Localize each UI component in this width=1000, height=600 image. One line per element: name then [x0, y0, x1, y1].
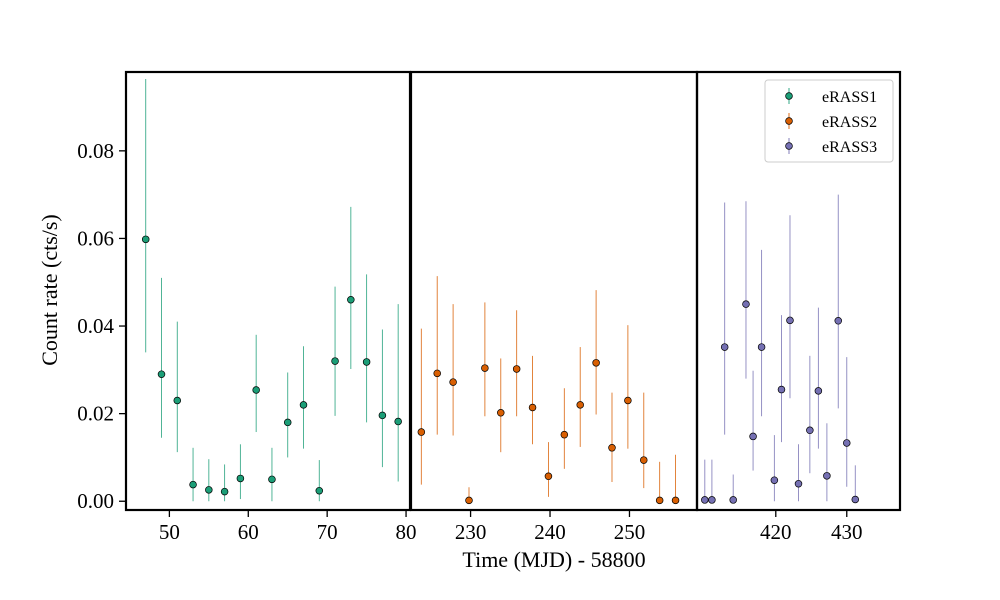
data-point [576, 401, 584, 409]
data-point [834, 317, 842, 325]
data-point [757, 343, 766, 351]
panel-3: 420 430 [695, 70, 902, 544]
data-point [481, 364, 489, 372]
legend-item-erass2: eRASS2 [785, 113, 877, 131]
data-point [624, 396, 632, 405]
data-point [528, 403, 537, 412]
data-point [299, 401, 308, 409]
legend-item-erass1: eRASS1 [785, 88, 877, 106]
y-tick-label: 0.02 [77, 402, 114, 426]
data-point [786, 316, 794, 325]
legend-label: eRASS1 [822, 89, 877, 106]
panel-2: 230 240 250 [409, 70, 699, 544]
data-point [465, 496, 473, 505]
data-point [283, 418, 292, 427]
y-axis-label: Count rate (cts/s) [37, 214, 62, 366]
legend-marker [785, 92, 793, 100]
data-point [770, 476, 779, 484]
data-point [701, 496, 709, 504]
data-point [173, 396, 182, 405]
legend-label: eRASS3 [822, 139, 877, 156]
data-point [777, 385, 786, 394]
y-axis: 0.00 0.02 0.04 0.06 0.08 [77, 139, 126, 513]
legend-item-erass3: eRASS3 [785, 138, 877, 156]
legend-marker [785, 142, 793, 150]
panel-frame [124, 70, 412, 512]
data-point [252, 386, 260, 394]
chart-panels: 50 60 70 80 230 240 250 420 430 [124, 70, 902, 544]
legend-marker [785, 117, 793, 125]
y-tick-label: 0.00 [77, 489, 114, 513]
data-point [814, 387, 823, 395]
panel-frame [695, 70, 902, 512]
data-point [417, 428, 426, 436]
data-point [315, 486, 324, 495]
data-point [236, 474, 245, 483]
data-point [362, 358, 371, 366]
x-tick-label: 50 [159, 520, 180, 544]
data-point [378, 411, 387, 420]
data-point [655, 496, 664, 505]
x-tick-label: 70 [317, 520, 338, 544]
data-point [608, 444, 616, 452]
legend: eRASS1 eRASS2 eRASS3 [764, 79, 894, 163]
legend-box [764, 79, 894, 163]
data-point [157, 370, 166, 378]
data-point [640, 456, 648, 464]
data-point [592, 359, 600, 367]
panel-1: 50 60 70 80 [124, 70, 417, 544]
data-point [708, 496, 716, 504]
data-point [544, 472, 553, 481]
data-point [720, 343, 729, 351]
data-point [729, 496, 737, 504]
data-point [851, 495, 860, 504]
y-tick-label: 0.06 [77, 226, 114, 250]
x-tick-label: 430 [831, 520, 863, 544]
y-tick-label: 0.04 [77, 314, 114, 338]
panel-frame [409, 70, 699, 512]
x-tick-label: 420 [760, 520, 792, 544]
data-point [220, 487, 229, 496]
data-point [331, 357, 339, 365]
x-tick-label: 80 [396, 520, 417, 544]
y-tick-label: 0.08 [77, 139, 114, 163]
data-point [497, 409, 505, 417]
x-axis-label: Time (MJD) - 58800 [462, 547, 645, 572]
data-point [560, 430, 569, 439]
data-point [433, 369, 441, 378]
data-point [794, 479, 803, 488]
data-point [449, 378, 457, 386]
data-point [742, 300, 750, 308]
legend-label: eRASS2 [822, 114, 877, 131]
data-point [749, 432, 757, 441]
data-point [512, 365, 521, 373]
data-point [189, 480, 197, 489]
data-point [205, 486, 213, 494]
x-tick-label: 230 [455, 520, 487, 544]
data-point [806, 426, 814, 435]
data-point [394, 417, 402, 426]
data-point [141, 235, 150, 244]
x-tick-label: 240 [534, 520, 566, 544]
data-point [823, 472, 831, 480]
data-point [671, 496, 680, 505]
x-tick-label: 250 [614, 520, 646, 544]
data-point [268, 475, 276, 484]
data-point [347, 296, 355, 304]
data-point [843, 439, 851, 447]
x-tick-label: 60 [238, 520, 259, 544]
